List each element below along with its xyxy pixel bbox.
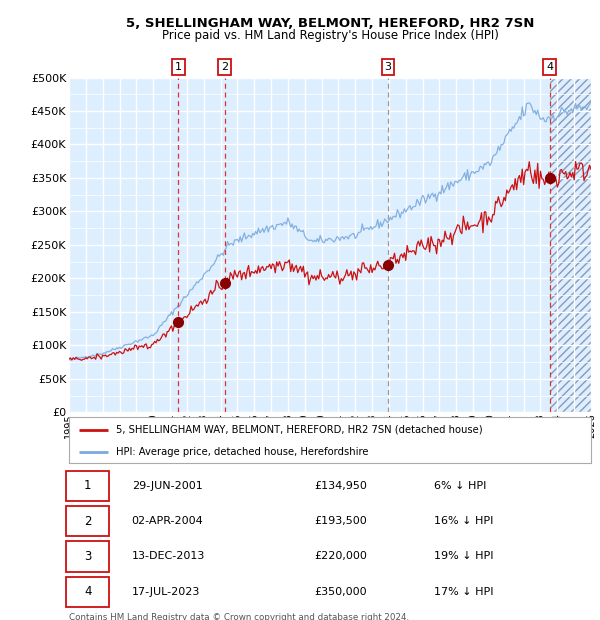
- FancyBboxPatch shape: [67, 471, 109, 501]
- Text: 1: 1: [84, 479, 92, 492]
- Text: 02-APR-2004: 02-APR-2004: [131, 516, 203, 526]
- Text: 1: 1: [175, 62, 182, 72]
- Text: 6% ↓ HPI: 6% ↓ HPI: [434, 480, 487, 491]
- Text: 2: 2: [84, 515, 92, 528]
- Text: £134,950: £134,950: [314, 480, 367, 491]
- FancyBboxPatch shape: [67, 541, 109, 572]
- Text: HPI: Average price, detached house, Herefordshire: HPI: Average price, detached house, Here…: [116, 446, 368, 456]
- Text: 3: 3: [84, 550, 91, 563]
- Text: 5, SHELLINGHAM WAY, BELMONT, HEREFORD, HR2 7SN: 5, SHELLINGHAM WAY, BELMONT, HEREFORD, H…: [126, 17, 534, 30]
- Text: £220,000: £220,000: [314, 551, 367, 562]
- Text: 29-JUN-2001: 29-JUN-2001: [131, 480, 202, 491]
- Text: 17% ↓ HPI: 17% ↓ HPI: [434, 587, 494, 597]
- Text: 5, SHELLINGHAM WAY, BELMONT, HEREFORD, HR2 7SN (detached house): 5, SHELLINGHAM WAY, BELMONT, HEREFORD, H…: [116, 425, 482, 435]
- Text: 19% ↓ HPI: 19% ↓ HPI: [434, 551, 494, 562]
- Bar: [550, 78, 591, 412]
- FancyBboxPatch shape: [67, 506, 109, 536]
- FancyBboxPatch shape: [67, 577, 109, 607]
- Text: Contains HM Land Registry data © Crown copyright and database right 2024.
This d: Contains HM Land Registry data © Crown c…: [69, 613, 409, 620]
- Text: 16% ↓ HPI: 16% ↓ HPI: [434, 516, 494, 526]
- Text: £193,500: £193,500: [314, 516, 367, 526]
- Text: 2: 2: [221, 62, 229, 72]
- Text: 4: 4: [84, 585, 92, 598]
- Text: £350,000: £350,000: [314, 587, 367, 597]
- Text: Price paid vs. HM Land Registry's House Price Index (HPI): Price paid vs. HM Land Registry's House …: [161, 30, 499, 42]
- Text: 3: 3: [385, 62, 392, 72]
- Text: 4: 4: [546, 62, 553, 72]
- Text: 17-JUL-2023: 17-JUL-2023: [131, 587, 200, 597]
- Text: 13-DEC-2013: 13-DEC-2013: [131, 551, 205, 562]
